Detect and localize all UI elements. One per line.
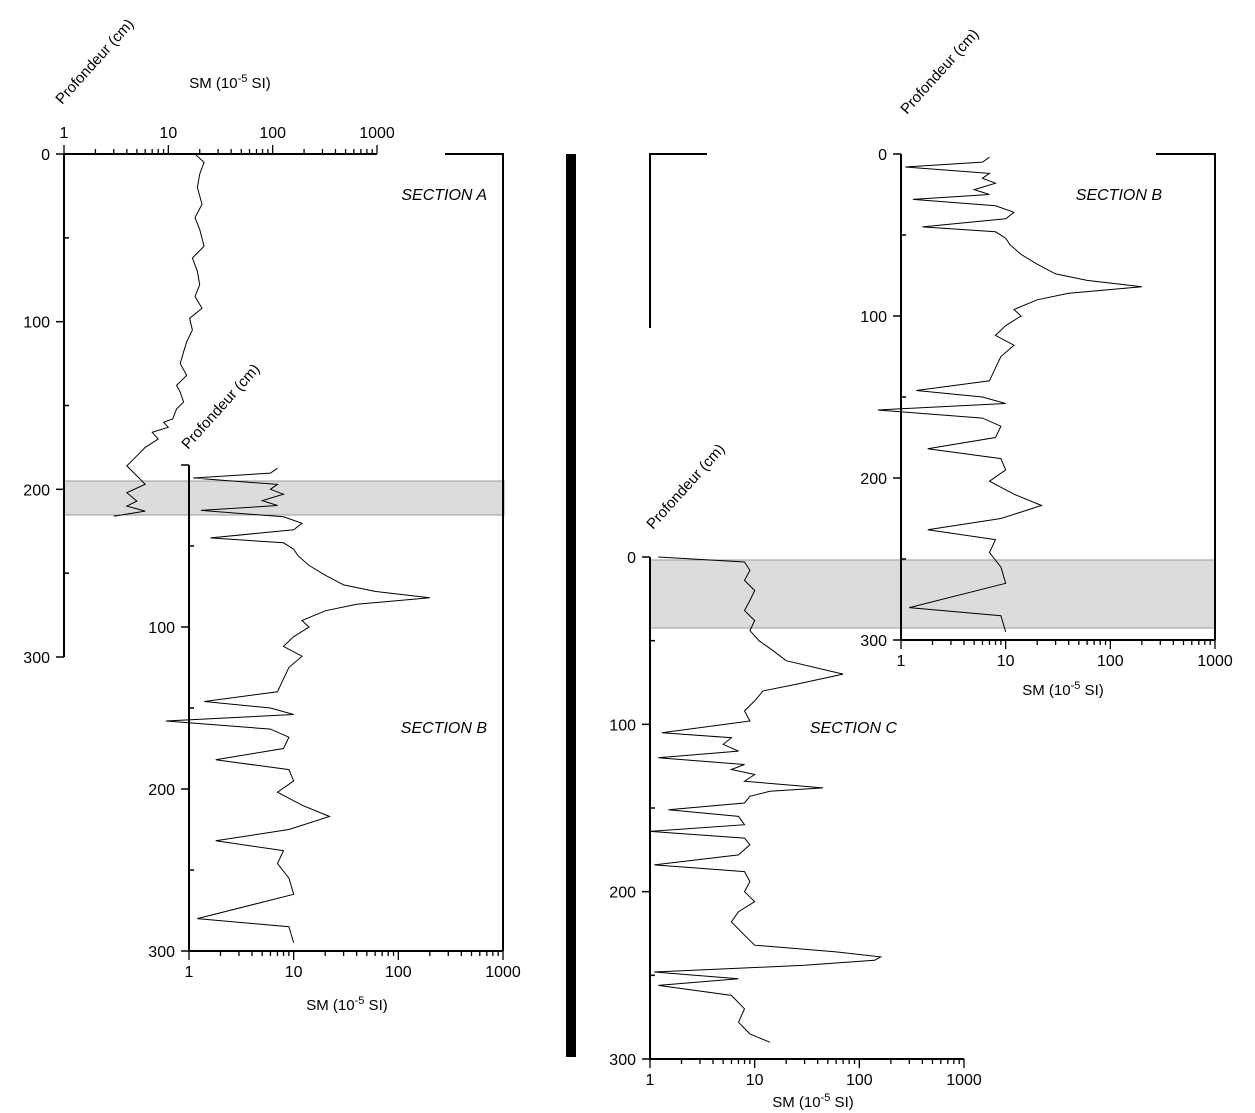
- section-a-ylabel: Profondeur (cm): [52, 16, 137, 108]
- x-tick-label: 10: [159, 125, 177, 142]
- section-c-xlabel: SM (10-5 SI): [772, 1092, 853, 1111]
- x-tick-label: 10: [997, 653, 1015, 670]
- right-panel: 0 100 200 300 1 10 100 1000 0 100 200 300 1 10 100 100…: [609, 26, 1233, 1111]
- section-c-label: SECTION C: [810, 720, 898, 737]
- section-b-ylabel: Profondeur (cm): [178, 361, 263, 453]
- y-tick-label: 100: [860, 309, 887, 326]
- y-tick-label: 200: [860, 471, 887, 488]
- x-tick-label: 1: [185, 964, 194, 981]
- section-c-axes: 0 100 200 300 1 10 100 1000: [609, 550, 982, 1089]
- section-c-ylabel: Profondeur (cm): [643, 441, 728, 533]
- x-tick-label: 100: [259, 125, 286, 142]
- shaded-band: [649, 559, 1216, 629]
- section-b-right-label: SECTION B: [1076, 187, 1163, 204]
- y-tick-label: 100: [23, 315, 50, 332]
- section-b-xlabel: SM (10-5 SI): [306, 995, 387, 1014]
- x-tick-label: 1000: [946, 1072, 982, 1089]
- section-frame: [649, 153, 707, 328]
- section-a-data-line: [113, 153, 205, 517]
- y-tick-label: 300: [148, 944, 175, 961]
- x-tick-label: 100: [846, 1072, 873, 1089]
- x-tick-label: 1000: [1197, 653, 1233, 670]
- section-b-right-data-line: [877, 156, 1142, 633]
- section-b-right-xlabel: SM (10-5 SI): [1022, 680, 1103, 699]
- section-frame: [445, 153, 504, 951]
- y-tick-label: 300: [860, 633, 887, 650]
- section-c-data-line: [649, 556, 883, 1043]
- section-a-xlabel: SM (10-5 SI): [189, 73, 270, 92]
- section-b-label: SECTION B: [401, 720, 488, 737]
- x-tick-label: 100: [1097, 653, 1124, 670]
- section-b-right-axes: 0 100 200 300 1 10 100 1000: [860, 147, 1233, 670]
- y-tick-label: 200: [148, 782, 175, 799]
- y-tick-label: 200: [609, 885, 636, 902]
- y-tick-label: 200: [23, 482, 50, 499]
- x-tick-label: 10: [746, 1072, 764, 1089]
- y-tick-label: 0: [878, 147, 887, 164]
- section-b-right-ylabel: Profondeur (cm): [897, 26, 982, 118]
- x-tick-label: 1: [60, 125, 69, 142]
- y-tick-label: 100: [609, 717, 636, 734]
- y-tick-label: 300: [23, 650, 50, 667]
- section-frame: [1156, 153, 1216, 640]
- left-panel: 0 100 200 300 1 10 100 1000 100 200 300 1 10 100 1000…: [23, 16, 521, 1014]
- x-tick-label: 1000: [485, 964, 521, 981]
- y-tick-label: 300: [609, 1052, 636, 1069]
- x-tick-label: 100: [385, 964, 412, 981]
- shaded-band: [63, 480, 505, 516]
- y-tick-label: 0: [41, 147, 50, 164]
- x-tick-label: 1: [897, 653, 906, 670]
- section-b-data-line: [165, 467, 430, 944]
- section-b-axes: 100 200 300 1 10 100 1000: [148, 464, 521, 981]
- x-tick-label: 10: [285, 964, 303, 981]
- section-a-label: SECTION A: [401, 187, 487, 204]
- y-tick-label: 100: [148, 620, 175, 637]
- y-tick-label: 0: [627, 550, 636, 567]
- x-tick-label: 1000: [359, 125, 395, 142]
- panel-divider: [566, 154, 576, 1057]
- x-tick-label: 1: [646, 1072, 655, 1089]
- section-a-axes: 0 100 200 300 1 10 100 1000: [23, 125, 395, 667]
